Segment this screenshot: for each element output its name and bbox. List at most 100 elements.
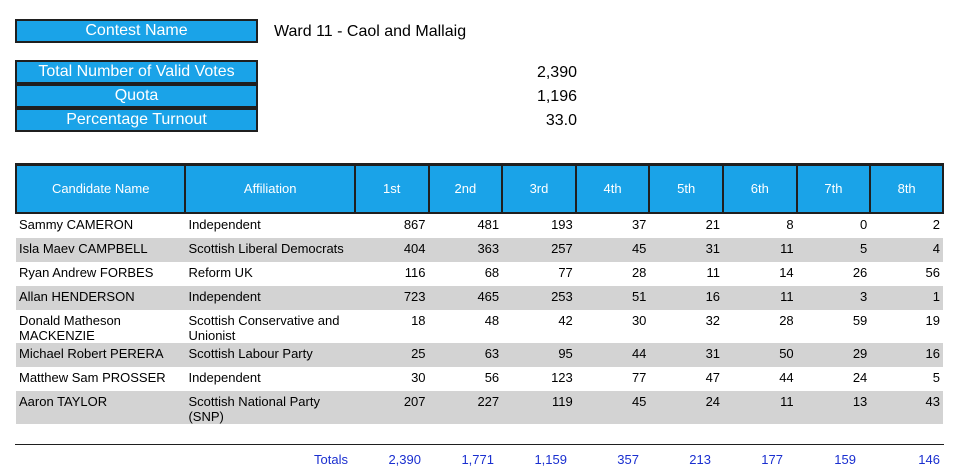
turnout-label: Percentage Turnout xyxy=(15,108,258,132)
candidate-name: Matthew Sam PROSSER xyxy=(19,369,166,385)
column-header: 1st xyxy=(353,163,430,214)
vote-count: 13 xyxy=(796,390,871,424)
total-value: 159 xyxy=(834,452,856,467)
vote-count: 51 xyxy=(575,285,650,310)
vote-count: 37 xyxy=(631,216,647,232)
vote-count: 3 xyxy=(796,285,871,310)
candidate-affiliation: Reform UK xyxy=(188,264,253,280)
quota-value: 1,196 xyxy=(536,88,577,105)
column-header: Affiliation xyxy=(184,163,356,214)
table-row: Isla Maev CAMPBELL Scottish Liberal Demo… xyxy=(16,237,943,262)
vote-count: 28 xyxy=(631,264,647,280)
vote-count: 0 xyxy=(860,216,868,232)
vote-count: 24 xyxy=(649,390,724,424)
vote-count: 16 xyxy=(870,342,943,367)
valid-votes-label: Total Number of Valid Votes xyxy=(15,60,258,84)
vote-count: 253 xyxy=(502,285,576,310)
vote-count: 11 xyxy=(706,264,721,280)
vote-count: 47 xyxy=(705,369,721,385)
vote-count: 63 xyxy=(428,342,503,367)
vote-count: 32 xyxy=(705,312,721,328)
valid-votes-value: 2,390 xyxy=(536,64,577,81)
candidate-name: Sammy CAMERON xyxy=(19,216,134,232)
totals-label: Totals xyxy=(314,452,348,467)
results-table: Candidate Name Affiliation 1st 2nd 3rd 4… xyxy=(14,163,944,424)
contest-name-label: Contest Name xyxy=(15,19,258,43)
vote-count: 21 xyxy=(705,216,721,232)
vote-count: 26 xyxy=(852,264,868,280)
candidate-name: Aaron TAYLOR xyxy=(16,390,186,424)
vote-count: 1 xyxy=(870,285,943,310)
vote-count: 56 xyxy=(484,369,500,385)
vote-count: 18 xyxy=(411,312,426,328)
vote-count: 116 xyxy=(404,264,426,280)
column-header: 7th xyxy=(795,163,872,214)
vote-count: 465 xyxy=(428,285,503,310)
candidate-name: Michael Robert PERERA xyxy=(16,342,186,367)
vote-count: 77 xyxy=(558,264,573,280)
candidate-name: Allan HENDERSON xyxy=(16,285,186,310)
vote-count: 44 xyxy=(779,369,794,385)
vote-count: 77 xyxy=(631,369,647,385)
vote-count: 119 xyxy=(502,390,576,424)
candidate-affiliation: Scottish Conservative and Unionist xyxy=(188,312,340,343)
vote-count: 44 xyxy=(575,342,650,367)
vote-count: 19 xyxy=(925,312,940,328)
vote-count: 42 xyxy=(558,312,573,328)
vote-count: 43 xyxy=(870,390,943,424)
turnout-value: 33.0 xyxy=(545,112,577,129)
vote-count: 11 xyxy=(723,237,797,262)
column-header: 6th xyxy=(722,163,798,214)
vote-count: 207 xyxy=(354,390,429,424)
table-row: Sammy CAMERON Independent 867 481 193 37… xyxy=(16,213,943,238)
vote-count: 11 xyxy=(723,285,797,310)
table-row: Michael Robert PERERA Scottish Labour Pa… xyxy=(16,342,943,367)
vote-count: 30 xyxy=(411,369,426,385)
candidate-affiliation: Scottish National Party (SNP) xyxy=(185,390,355,424)
vote-count: 14 xyxy=(779,264,794,280)
vote-count: 257 xyxy=(502,237,576,262)
total-value: 2,390 xyxy=(388,452,421,467)
vote-count: 56 xyxy=(925,264,940,280)
total-value: 146 xyxy=(918,452,940,467)
vote-count: 45 xyxy=(575,237,650,262)
vote-count: 45 xyxy=(575,390,650,424)
vote-count: 723 xyxy=(354,285,429,310)
vote-count: 50 xyxy=(723,342,797,367)
vote-count: 404 xyxy=(354,237,429,262)
vote-count: 363 xyxy=(428,237,503,262)
vote-count: 8 xyxy=(786,216,794,232)
candidate-affiliation: Scottish Liberal Democrats xyxy=(185,237,355,262)
table-header-row: Candidate Name Affiliation 1st 2nd 3rd 4… xyxy=(14,163,944,214)
vote-count: 16 xyxy=(649,285,724,310)
candidate-affiliation: Independent xyxy=(188,216,261,232)
vote-count: 2 xyxy=(932,216,940,232)
total-value: 177 xyxy=(761,452,783,467)
candidate-affiliation: Scottish Labour Party xyxy=(185,342,355,367)
column-header: Candidate Name xyxy=(14,163,187,214)
table-row: Ryan Andrew FORBES Reform UK 116 68 77 2… xyxy=(16,262,943,286)
vote-count: 123 xyxy=(551,369,573,385)
vote-count: 227 xyxy=(428,390,503,424)
vote-count: 95 xyxy=(502,342,576,367)
vote-count: 59 xyxy=(852,312,868,328)
column-header: 2nd xyxy=(427,163,504,214)
vote-count: 5 xyxy=(932,369,940,385)
vote-count: 193 xyxy=(551,216,573,232)
vote-count: 30 xyxy=(631,312,647,328)
vote-count: 31 xyxy=(649,237,724,262)
column-header: 5th xyxy=(648,163,725,214)
vote-count: 68 xyxy=(484,264,500,280)
candidate-affiliation: Independent xyxy=(185,285,355,310)
vote-count: 28 xyxy=(779,312,794,328)
candidate-name: Ryan Andrew FORBES xyxy=(19,264,154,280)
total-value: 213 xyxy=(689,452,711,467)
totals-divider xyxy=(15,444,944,445)
candidate-name: Donald Matheson MACKENZIE xyxy=(19,312,121,343)
column-header: 8th xyxy=(869,163,944,214)
total-value: 357 xyxy=(617,452,639,467)
vote-count: 481 xyxy=(477,216,500,232)
vote-count: 25 xyxy=(354,342,429,367)
table-row: Aaron TAYLOR Scottish National Party (SN… xyxy=(16,390,943,424)
total-value: 1,771 xyxy=(461,452,494,467)
